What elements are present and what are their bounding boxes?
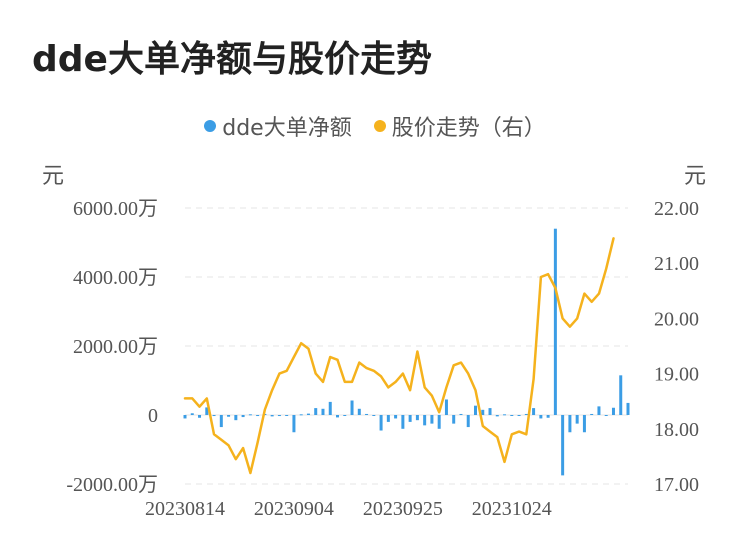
legend-item-price[interactable]: 股价走势（右） <box>373 110 546 142</box>
dde-bar <box>357 408 361 415</box>
dde-bar <box>328 401 332 415</box>
dde-bar <box>561 415 565 476</box>
left-tick-label: 4000.00万 <box>73 267 158 289</box>
dde-bar <box>481 409 485 415</box>
dde-bar <box>343 415 347 416</box>
dde-bar <box>546 415 550 418</box>
legend-dot-dde <box>204 120 217 132</box>
dde-bar <box>575 415 579 424</box>
dde-bar <box>590 413 594 415</box>
dde-bar <box>219 415 223 428</box>
chart-title: dde大单净额与股价走势 <box>32 39 432 80</box>
legend: dde大单净额 股价走势（右） <box>0 110 750 142</box>
dde-bar <box>256 415 260 417</box>
dde-bar <box>198 415 202 418</box>
x-tick-label: 20230904 <box>254 498 334 520</box>
x-tick-label: 20230814 <box>145 498 225 520</box>
dde-bar <box>444 399 448 415</box>
dde-bar <box>212 415 216 417</box>
dde-bar <box>408 415 412 422</box>
dde-bar <box>321 408 325 415</box>
dde-bar <box>365 413 369 415</box>
legend-item-dde[interactable]: dde大单净额 <box>204 110 352 142</box>
right-axis-unit: 元 <box>684 164 707 189</box>
left-tick-label: -2000.00万 <box>66 474 158 496</box>
dde-bar <box>234 415 238 421</box>
dde-bar <box>350 400 354 415</box>
dde-bar <box>503 414 507 416</box>
dde-bar <box>285 415 289 416</box>
dde-bar <box>568 415 572 433</box>
left-tick-label: 6000.00万 <box>73 198 158 220</box>
right-tick-label: 17.00 <box>654 474 699 496</box>
dde-bar <box>277 415 281 417</box>
dde-bar <box>270 415 274 417</box>
right-tick-label: 18.00 <box>654 419 699 441</box>
dde-bar <box>597 406 601 415</box>
dde-bar <box>437 415 441 429</box>
dde-bar <box>336 415 340 418</box>
dde-bar <box>430 415 434 424</box>
dde-bar <box>386 415 390 422</box>
dde-bar <box>488 408 492 415</box>
dde-bar <box>314 408 318 415</box>
dde-bar <box>510 415 514 416</box>
dde-bar <box>539 415 543 419</box>
right-tick-label: 19.00 <box>654 364 699 386</box>
dde-bar <box>459 413 463 415</box>
left-tick-label: 0 <box>148 405 158 427</box>
dde-bar <box>532 408 536 415</box>
right-tick-label: 21.00 <box>654 253 699 275</box>
x-tick-label: 20230925 <box>363 498 443 520</box>
dde-bar <box>473 405 477 415</box>
dde-bar <box>205 407 209 415</box>
price-line <box>183 237 615 475</box>
dde-bar <box>626 402 630 415</box>
dde-bar <box>517 415 521 416</box>
dde-bar <box>466 415 470 428</box>
dde-bar <box>423 415 427 426</box>
dde-bar <box>379 415 383 431</box>
left-axis-unit: 元 <box>42 164 65 189</box>
dde-bar <box>415 415 419 421</box>
dde-bar <box>553 228 557 415</box>
legend-label-price: 股价走势（右） <box>391 116 546 141</box>
left-tick-label: 2000.00万 <box>73 336 158 358</box>
dde-bar <box>582 415 586 433</box>
dde-bar <box>227 415 231 417</box>
x-tick-label: 20231024 <box>472 498 552 520</box>
dde-bar <box>292 415 296 433</box>
dde-bar <box>241 415 245 418</box>
dde-bar <box>183 415 187 419</box>
dde-bar <box>394 415 398 419</box>
dde-bar <box>372 415 376 416</box>
dde-bar <box>495 415 499 417</box>
dde-bar <box>401 415 405 429</box>
dde-bar <box>248 414 252 416</box>
legend-dot-price <box>373 120 386 132</box>
dde-bar <box>604 415 608 416</box>
dde-bar <box>611 407 615 415</box>
dde-bar <box>619 375 623 415</box>
dde-bar <box>524 413 528 415</box>
dde-bar <box>306 413 310 415</box>
right-tick-label: 20.00 <box>654 308 699 330</box>
right-tick-label: 22.00 <box>654 198 699 220</box>
dde-bar <box>190 413 194 415</box>
dde-bar <box>452 415 456 424</box>
legend-label-dde: dde大单净额 <box>222 116 352 141</box>
dde-bar <box>299 414 303 416</box>
